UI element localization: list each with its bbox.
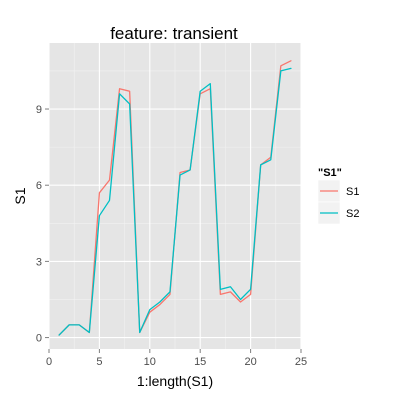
x-tick-label: 15 <box>194 356 206 368</box>
y-tick-label: 0 <box>36 333 42 345</box>
y-tick-label: 6 <box>36 180 42 192</box>
legend: "S1" S1 S2 <box>317 167 359 225</box>
x-axis-ticks: 0 5 10 15 20 25 <box>46 349 307 368</box>
y-axis-title: S1 <box>12 187 28 204</box>
legend-label-s1: S1 <box>346 186 359 198</box>
x-tick-label: 5 <box>96 356 102 368</box>
x-tick-label: 25 <box>295 356 307 368</box>
y-tick-label: 3 <box>36 256 42 268</box>
x-tick-label: 10 <box>144 356 156 368</box>
legend-label-s2: S2 <box>346 208 359 220</box>
grid-minor <box>49 43 301 349</box>
series-line-s2 <box>58 67 292 336</box>
y-axis-ticks: 0 3 6 9 <box>36 104 49 345</box>
x-tick-label: 20 <box>244 356 256 368</box>
x-tick-label: 0 <box>46 356 52 368</box>
series-lines <box>58 60 292 336</box>
x-axis-title: 1:length(S1) <box>137 373 213 389</box>
chart-title: feature: transient <box>110 24 238 43</box>
legend-title: "S1" <box>318 167 342 179</box>
y-tick-label: 9 <box>36 104 42 116</box>
